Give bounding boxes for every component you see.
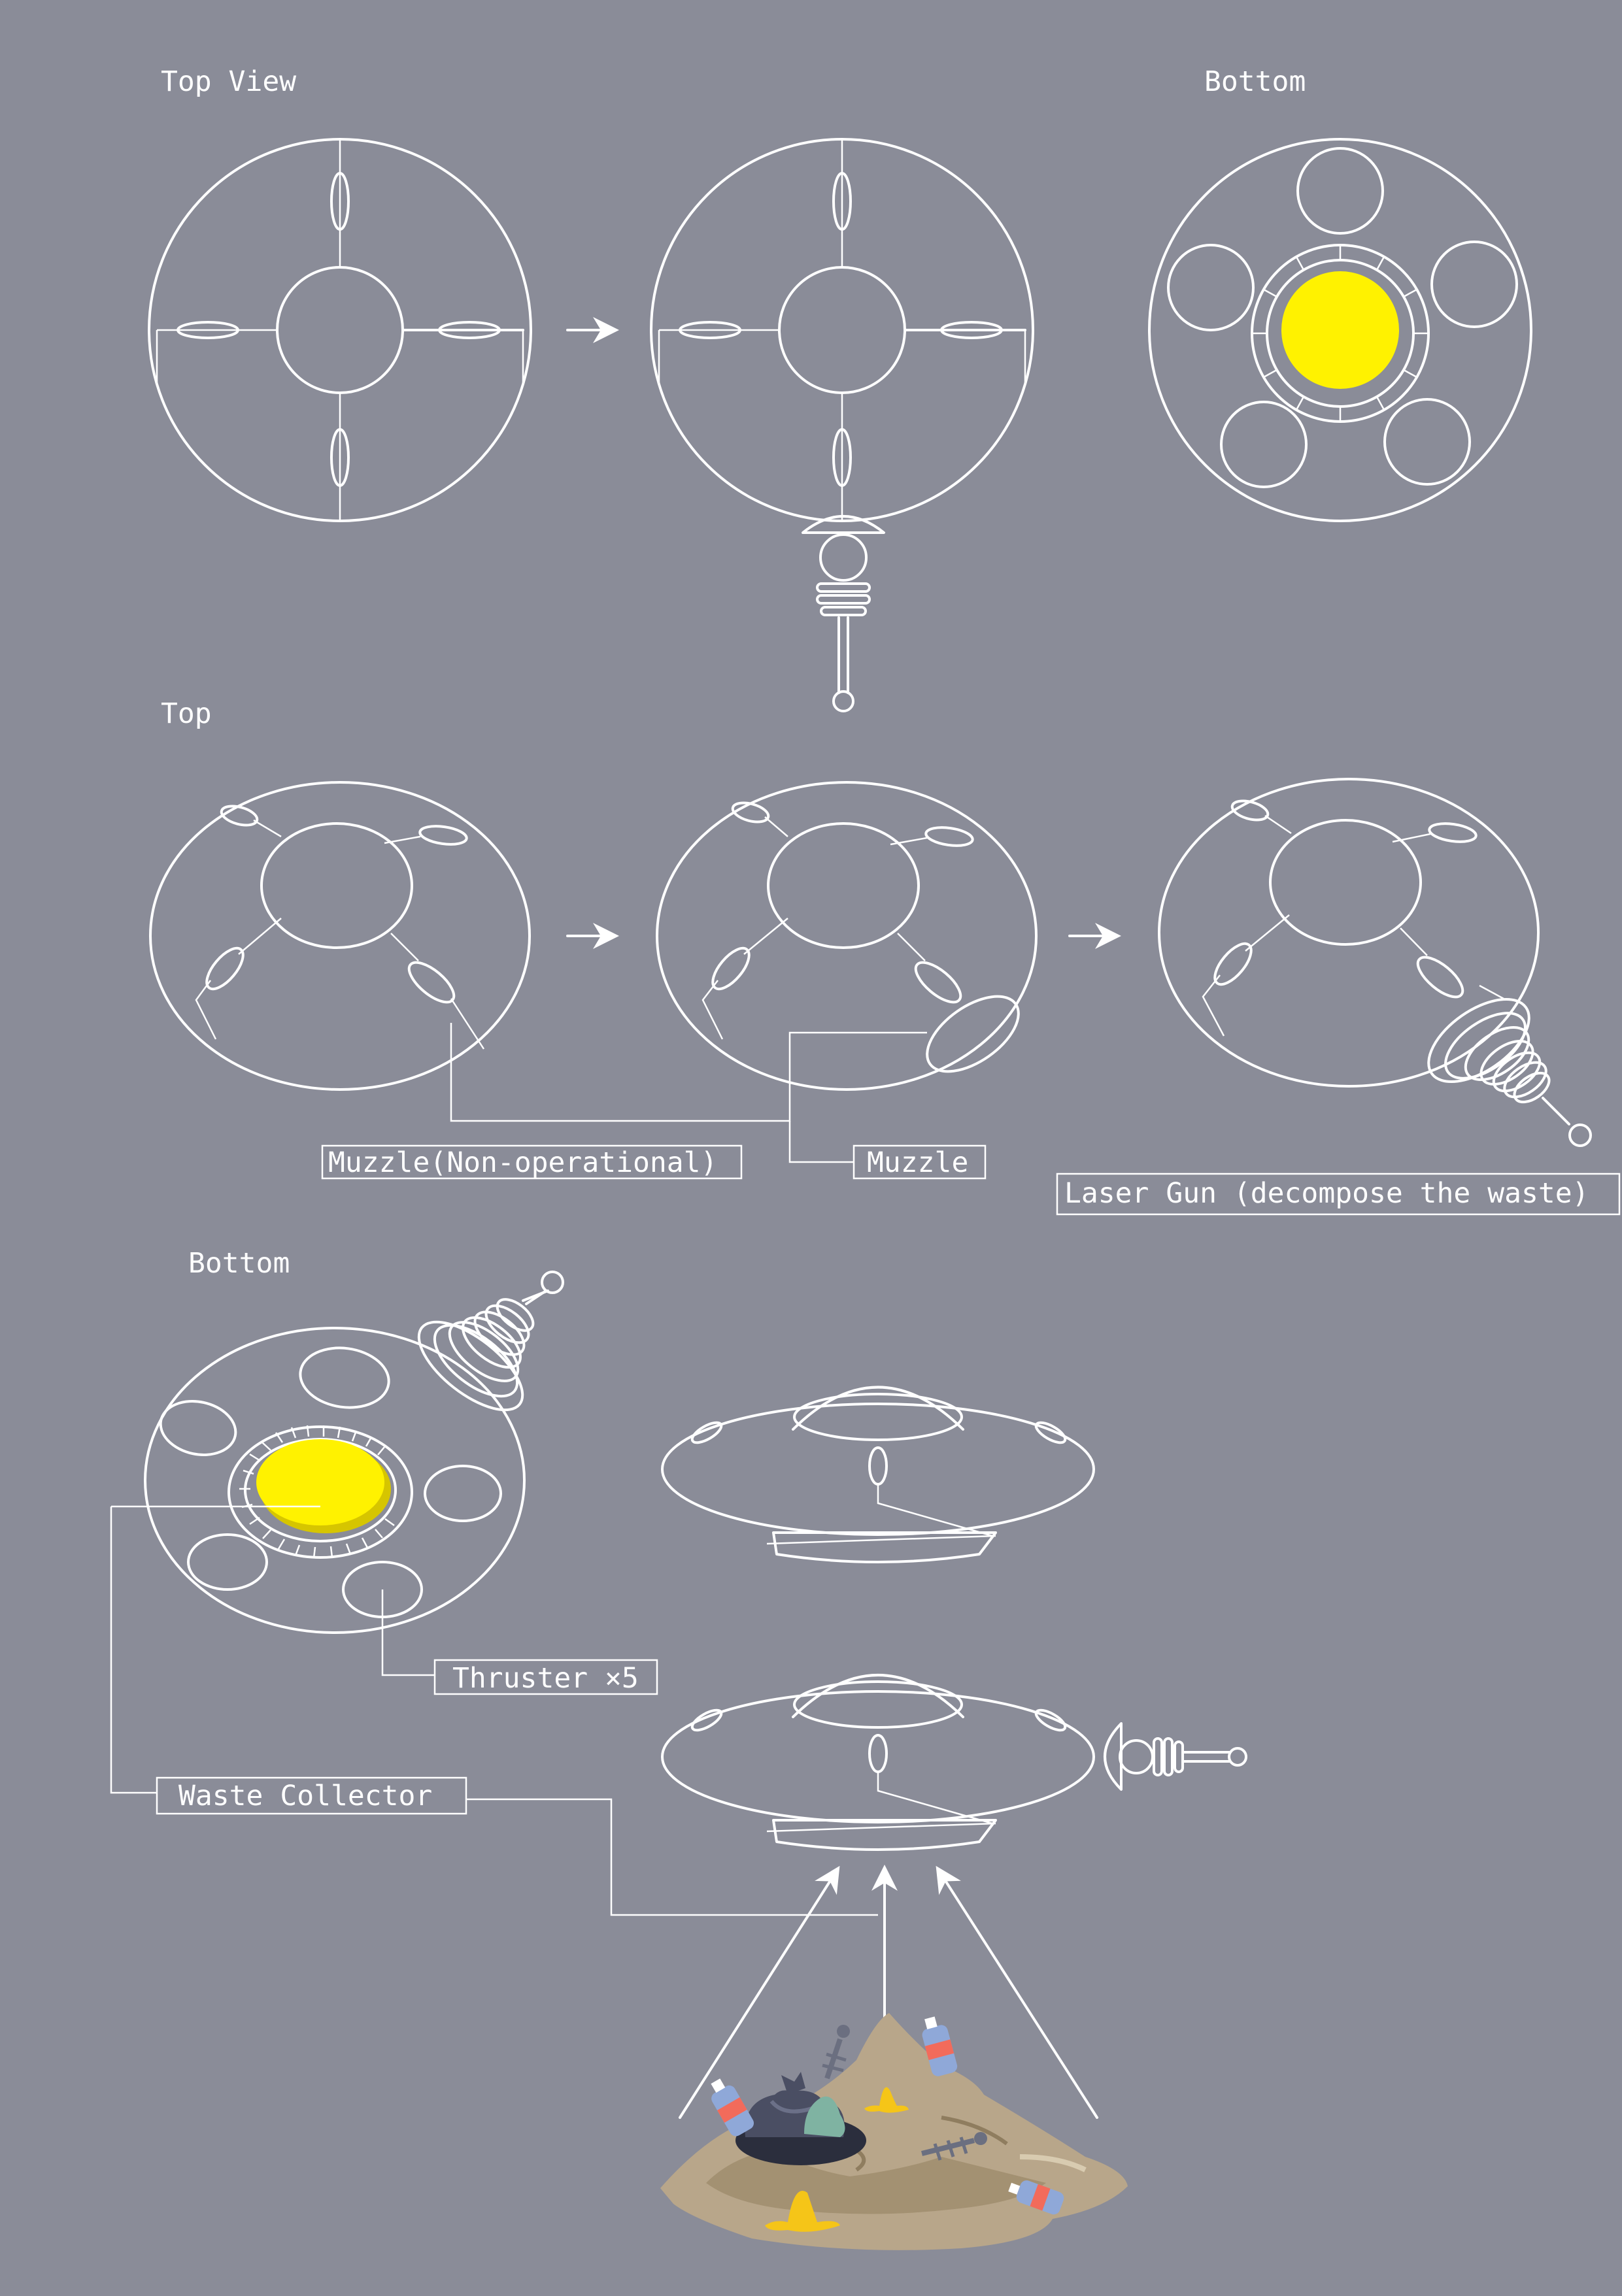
ufo-side-view-1 — [661, 1386, 1095, 1563]
leader-line-thruster — [381, 1589, 435, 1676]
title-top-view: Top View — [161, 65, 296, 98]
top-disc-1 — [149, 781, 531, 1091]
title-bottom: Bottom — [188, 1247, 290, 1280]
fish-bone-icon — [921, 2132, 987, 2161]
top-view-disc-2 — [650, 138, 1034, 522]
bottle-icon — [711, 2078, 754, 2137]
bottle-icon — [922, 2016, 958, 2076]
bottle-icon — [1008, 2180, 1064, 2215]
svg-text:Muzzle(Non-operational): Muzzle(Non-operational) — [328, 1146, 717, 1179]
svg-text:Laser Gun (decompose the waste: Laser Gun (decompose the waste) — [1064, 1177, 1589, 1210]
ufo-side-view-2 — [661, 1674, 1095, 1851]
garbage-pile — [660, 2013, 1128, 2250]
leader-line-collector-right — [466, 1798, 878, 1916]
top-view-disc-1 — [148, 138, 532, 522]
laser-gun-extended-icon — [1427, 998, 1592, 1147]
laser-gun-icon — [802, 515, 885, 712]
leader-line-muzzle-nonop — [450, 1023, 927, 1122]
leader-line-collector-left — [110, 1506, 157, 1794]
label-laser-gun: Laser Gun (decompose the waste) — [1056, 1173, 1621, 1216]
waste-collector-port — [1281, 271, 1399, 389]
label-thruster: Thruster ×5 — [433, 1659, 658, 1695]
fish-bone-icon — [822, 2025, 850, 2080]
title-bottom-view: Bottom — [1204, 65, 1306, 98]
waste-collector-port — [256, 1439, 384, 1525]
top-disc-3 — [1158, 778, 1540, 1088]
label-muzzle-nonop: Muzzle(Non-operational) — [321, 1144, 743, 1180]
banana-peel-icon — [864, 2087, 909, 2113]
leader-line-muzzle — [788, 1121, 854, 1163]
green-bag-icon — [804, 2096, 845, 2137]
svg-text:Waste Collector: Waste Collector — [178, 1780, 432, 1812]
arrow-icon — [679, 1865, 840, 2119]
svg-text:Muzzle: Muzzle — [867, 1146, 968, 1179]
label-waste-collector: Waste Collector — [156, 1776, 467, 1815]
top-disc-2 — [656, 781, 1038, 1091]
bottom-view-disc — [1148, 138, 1532, 522]
label-muzzle: Muzzle — [853, 1144, 987, 1180]
svg-text:Thruster ×5: Thruster ×5 — [452, 1662, 639, 1695]
bottom-disc-perspective — [111, 1327, 526, 1634]
banana-peel-icon — [765, 2191, 840, 2232]
arrow-icon — [936, 1865, 1098, 2119]
laser-gun-rotated-icon — [417, 1271, 564, 1412]
laser-gun-side-icon — [1104, 1722, 1247, 1791]
title-top: Top — [161, 697, 212, 730]
